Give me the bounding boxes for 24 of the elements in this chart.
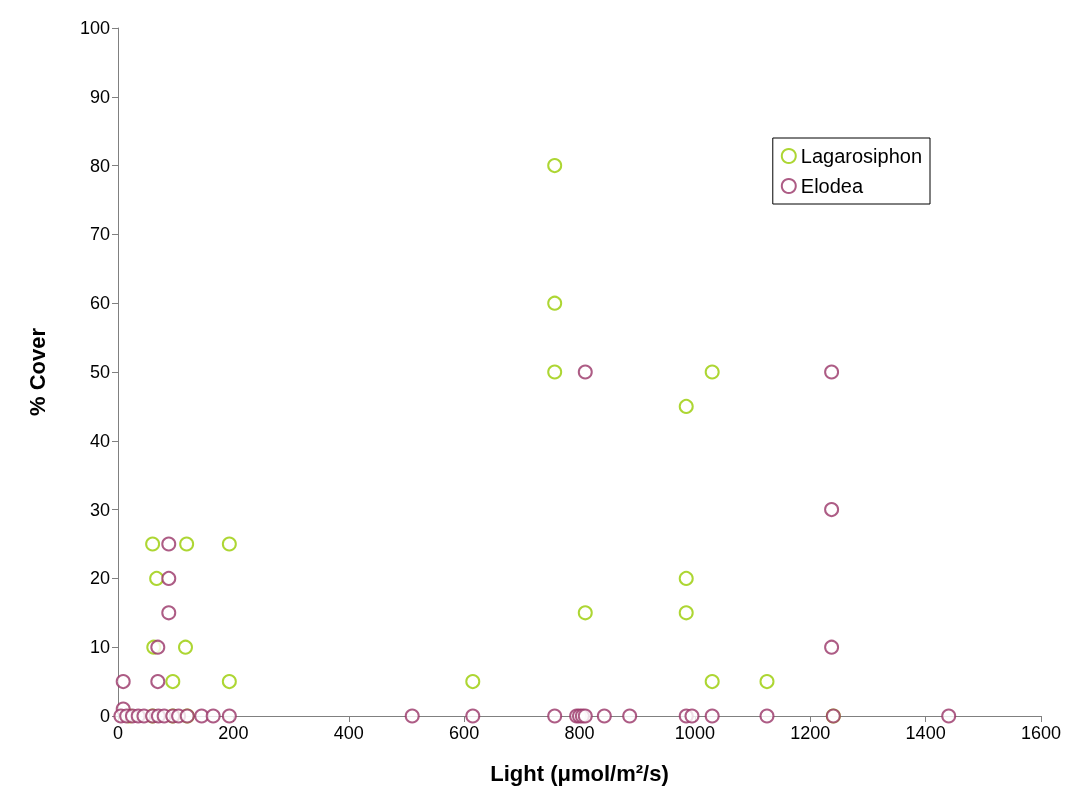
x-tick-label: 1200 [790, 723, 831, 743]
y-tick-label: 50 [89, 362, 110, 382]
y-tick-label: 0 [99, 706, 110, 726]
y-tick-label: 40 [89, 430, 110, 451]
y-tick-label: 30 [89, 499, 110, 520]
x-tick-label: 1600 [1020, 723, 1062, 743]
x-tick-label: 1400 [905, 723, 946, 743]
y-tick-label: 100 [79, 18, 110, 38]
x-tick-label: 0 [112, 723, 124, 743]
y-tick-label: 80 [89, 155, 110, 176]
y-axis-title: % Cover [24, 327, 50, 417]
legend-label: Elodea [800, 175, 864, 197]
legend-label: Lagarosiphon [800, 145, 923, 167]
y-tick-label: 70 [89, 224, 110, 245]
y-tick-label: 90 [89, 86, 110, 107]
x-axis-title: Light (μmol/m²/s) [490, 760, 669, 786]
y-tick-label: 20 [89, 568, 110, 589]
y-tick-label: 60 [89, 293, 110, 314]
x-tick-label: 800 [564, 723, 595, 743]
x-tick-label: 200 [218, 723, 249, 743]
x-tick-label: 1000 [674, 723, 715, 743]
x-tick-label: 400 [333, 723, 364, 743]
y-tick-label: 10 [89, 637, 110, 658]
x-tick-label: 600 [449, 723, 480, 743]
